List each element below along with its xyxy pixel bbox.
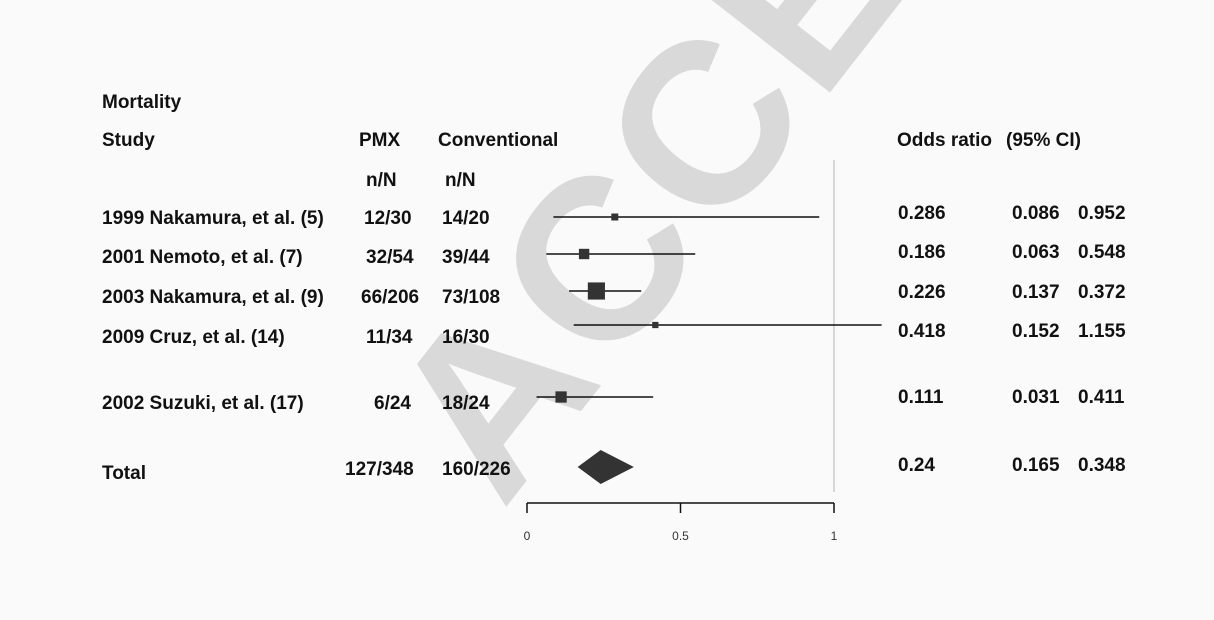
total-ci-upper: 0.348 (1078, 455, 1126, 476)
row-conventional-count: 16/30 (442, 327, 490, 348)
row-odds-ratio: 0.186 (898, 242, 946, 263)
row-study-name: 2001 Nemoto, et al. (7) (102, 247, 303, 268)
x-tick-label: 1 (831, 529, 838, 543)
col-ci-header: (95% CI) (1006, 130, 1081, 151)
row-ci-lower: 0.063 (1012, 242, 1060, 263)
row-conventional-count: 73/108 (442, 287, 501, 308)
row-conventional-count: 18/24 (442, 393, 490, 414)
col-or-header: Odds ratio (897, 130, 993, 151)
row-pmx-count: 11/34 (366, 327, 413, 348)
study-marker (652, 321, 659, 329)
row-ci-upper: 1.155 (1078, 321, 1126, 342)
section-title: Mortality (102, 92, 182, 113)
row-ci-upper: 0.411 (1078, 387, 1125, 408)
row-study-name: 2003 Nakamura, et al. (9) (102, 287, 324, 308)
row-odds-ratio: 0.226 (898, 282, 946, 303)
study-marker (611, 213, 619, 221)
row-study-name: 1999 Nakamura, et al. (5) (102, 208, 324, 229)
row-ci-upper: 0.372 (1078, 282, 1126, 303)
total-label: Total (102, 463, 146, 484)
pooled-diamond (577, 450, 634, 484)
total-odds-ratio: 0.24 (898, 455, 935, 476)
col-conventional-subheader: n/N (445, 170, 476, 191)
row-odds-ratio: 0.286 (898, 203, 946, 224)
row-ci-lower: 0.137 (1012, 282, 1060, 303)
total-ci-lower: 0.165 (1012, 455, 1060, 476)
row-conventional-count: 39/44 (442, 247, 490, 268)
total-pmx-count: 127/348 (345, 459, 414, 480)
row-odds-ratio: 0.111 (898, 387, 944, 408)
study-marker (578, 248, 590, 260)
row-pmx-count: 6/24 (374, 393, 411, 414)
row-study-name: 2002 Suzuki, et al. (17) (102, 393, 304, 414)
row-conventional-count: 14/20 (442, 208, 490, 229)
col-conventional-header: Conventional (438, 130, 559, 151)
row-pmx-count: 66/206 (361, 287, 420, 308)
row-study-name: 2009 Cruz, et al. (14) (102, 327, 285, 348)
study-marker (587, 282, 605, 300)
col-study-header: Study (102, 130, 155, 151)
x-tick-label: 0 (524, 529, 531, 543)
row-ci-upper: 0.952 (1078, 203, 1126, 224)
row-pmx-count: 32/54 (366, 247, 414, 268)
row-ci-lower: 0.086 (1012, 203, 1060, 224)
row-odds-ratio: 0.418 (898, 321, 946, 342)
col-pmx-header: PMX (359, 130, 401, 151)
row-ci-lower: 0.152 (1012, 321, 1060, 342)
row-pmx-count: 12/30 (364, 208, 412, 229)
total-conventional-count: 160/226 (442, 459, 511, 480)
x-tick-label: 0.5 (672, 529, 689, 543)
study-marker (555, 391, 567, 403)
col-pmx-subheader: n/N (366, 170, 397, 191)
row-ci-lower: 0.031 (1012, 387, 1060, 408)
row-ci-upper: 0.548 (1078, 242, 1126, 263)
